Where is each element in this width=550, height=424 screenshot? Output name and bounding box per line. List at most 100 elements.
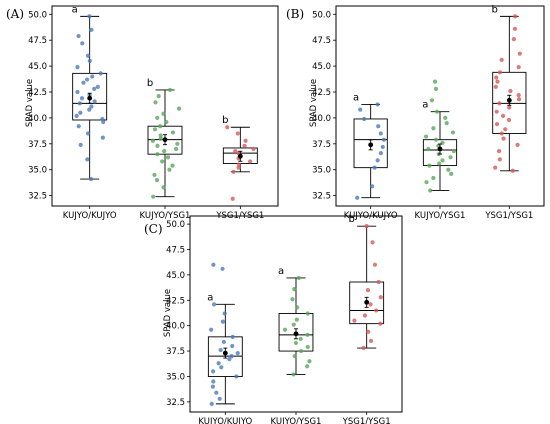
data-point [155,115,160,121]
significance-letter: b [349,214,355,225]
data-point [517,51,522,56]
data-point [501,136,506,141]
data-point [503,127,508,132]
data-point [216,361,221,366]
data-point [510,168,515,173]
data-point [496,148,502,154]
y-tick-label: 45.0 [28,62,47,72]
data-point [375,102,380,107]
data-point [305,364,310,369]
box-group-ysg1-ysg1: b [349,214,385,351]
significance-letter: b [147,78,153,89]
data-point [434,109,440,114]
data-point [497,101,502,106]
data-point [446,167,451,172]
data-point [437,161,442,166]
data-point [152,127,158,132]
data-point [451,148,456,154]
mean-marker [222,350,228,356]
data-point [84,77,90,82]
data-point [227,357,232,362]
y-tick-label: 32.5 [312,192,331,202]
data-point [294,317,299,322]
significance-letter: a [72,4,78,15]
data-point [449,171,454,176]
data-point [76,124,81,129]
data-point [248,159,253,164]
y-axis-label: SPAD value [25,79,35,127]
data-point [176,106,182,111]
panel-c: (C) 32.5 35.0 37.5 40.0 42.5 45.0 47.5 50.0 SPAD … [144,214,403,424]
data-point [307,359,312,364]
box-group-kujyo-ysg1: b [147,78,183,199]
data-point [220,266,225,271]
x-tick-label: KUJYO/YSG1 [415,211,466,221]
significance-letter: a [353,92,359,103]
data-point [296,275,301,281]
data-point [155,143,160,148]
y-tick-label: 42.5 [166,296,185,306]
data-point [352,318,357,323]
y-tick-label: 37.5 [312,140,331,150]
data-point [211,262,216,267]
data-point [214,390,219,395]
data-point [221,339,227,345]
x-tick-label: KUJYO/YSG1 [140,211,191,221]
data-point [494,75,499,80]
data-point [512,26,518,31]
data-point [428,188,433,193]
data-point [217,396,222,401]
data-point [225,125,230,130]
data-point [210,384,215,389]
significance-letter: b [492,4,498,15]
data-point [508,88,513,94]
data-point [92,86,97,92]
data-point [236,162,242,167]
data-point [431,175,436,181]
data-point [235,131,240,136]
y-tick-label: 50.0 [166,220,185,230]
data-point [292,287,297,292]
data-point [431,126,436,131]
x-tick-label: YSG1/YSG1 [342,417,391,424]
data-point [366,329,371,334]
data-point [362,313,368,318]
data-point [209,401,214,406]
data-point [150,138,155,143]
data-point [151,194,156,199]
box-group-kujyo-kujyo: a [72,4,108,182]
data-point [78,110,83,115]
data-point [164,119,169,125]
data-point [233,148,238,154]
data-point [500,113,506,118]
mean-marker [237,153,243,159]
data-point [361,345,366,351]
data-point [157,124,163,129]
data-point [78,142,83,147]
data-point [170,130,175,135]
y-tick-label: 45.0 [312,62,331,72]
y-tick-label: 32.5 [28,192,47,202]
panel-label: (A) [6,7,24,21]
data-point [154,177,160,183]
significance-letter: a [207,292,213,303]
data-point [100,135,105,140]
data-point [298,336,303,341]
data-point [155,152,160,157]
data-point [282,327,288,332]
data-point [80,41,85,46]
data-point [355,195,360,200]
data-point [291,322,296,327]
significance-letter: a [278,266,284,277]
y-tick-label: 40.0 [312,114,331,124]
panel-label: (C) [144,222,163,236]
y-tick-label: 37.5 [28,140,47,150]
data-point [376,279,381,285]
data-point [516,65,521,70]
panel-label: (B) [286,7,304,21]
data-point [167,167,172,172]
data-point [170,163,175,168]
data-point [220,319,225,324]
data-point [370,240,375,245]
y-tick-label: 40.0 [166,322,185,332]
